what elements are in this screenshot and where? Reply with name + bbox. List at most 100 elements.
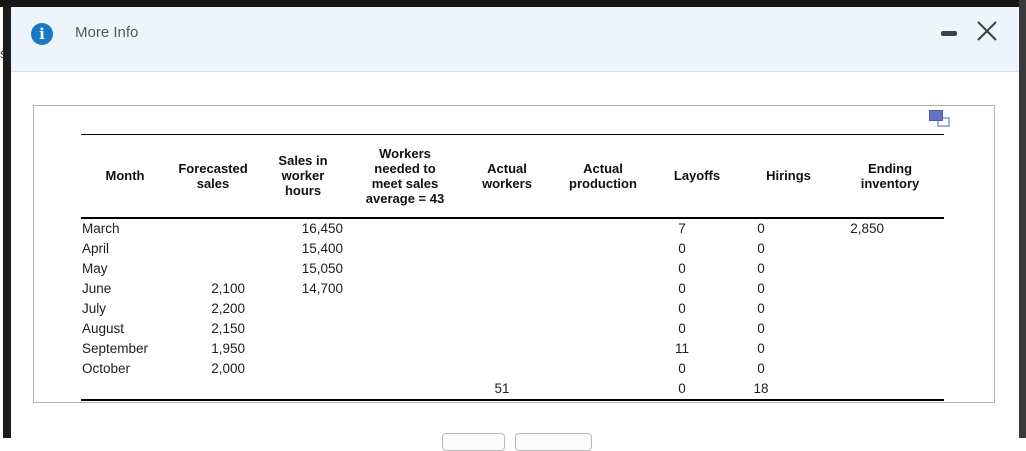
table-cell: 0 <box>757 260 765 276</box>
table-cell: 2,850 <box>850 220 884 236</box>
table-cell: 18 <box>753 380 769 396</box>
table-cell <box>836 359 944 379</box>
production-table-wrapper: Month Forecasted sales Sales in worker hou… <box>81 134 944 401</box>
info-icon: i <box>31 23 53 45</box>
table-cell: July <box>82 300 107 316</box>
table-row: September 1,950 11 0 <box>81 339 944 359</box>
table-cell <box>553 218 653 239</box>
column-header: Workers needed to meet sales average = 4… <box>349 134 461 219</box>
table-cell: June <box>82 280 112 296</box>
column-header: Actual workers <box>461 134 553 219</box>
table-row: October 2,000 0 0 <box>81 359 944 379</box>
dialog-footer-button-right[interactable] <box>515 433 592 451</box>
dialog-titlebar: i More Info <box>11 7 1019 72</box>
table-cell: 0 <box>678 360 686 376</box>
table-cell <box>553 319 653 339</box>
table-cell: 0 <box>678 240 686 256</box>
table-cell <box>349 239 461 259</box>
table-cell <box>169 218 257 239</box>
copy-icon-back-window <box>937 117 950 127</box>
table-cell <box>257 359 349 379</box>
copy-to-clipboard-icon[interactable] <box>929 110 952 129</box>
table-cell <box>461 359 553 379</box>
table-cell: 7 <box>678 220 686 236</box>
dialog-border-right <box>1019 0 1026 438</box>
table-cell <box>553 359 653 379</box>
table-cell: 14,700 <box>301 280 343 296</box>
table-cell: 0 <box>678 300 686 316</box>
table-cell: 0 <box>757 340 765 356</box>
table-row: March 16,450 7 0 2,850 <box>81 218 944 239</box>
column-header: Sales in worker hours <box>257 134 349 219</box>
table-cell <box>349 259 461 279</box>
dialog-border-left <box>3 0 11 438</box>
table-cell: 2,100 <box>211 280 245 296</box>
table-row: May 15,050 0 0 <box>81 259 944 279</box>
table-cell <box>169 259 257 279</box>
table-cell: April <box>82 240 110 256</box>
table-cell <box>461 259 553 279</box>
column-header: Layoffs <box>653 134 741 219</box>
dialog-title: More Info <box>75 24 139 41</box>
column-header: Month <box>81 134 169 219</box>
close-icon[interactable] <box>975 19 999 43</box>
table-cell <box>257 319 349 339</box>
dialog-footer-button-left[interactable] <box>442 433 505 451</box>
table-row: 51 0 18 <box>81 379 944 400</box>
table-cell <box>461 279 553 299</box>
table-cell <box>836 319 944 339</box>
column-header: Forecasted sales <box>169 134 257 219</box>
table-cell: May <box>82 260 108 276</box>
table-cell <box>553 239 653 259</box>
table-cell <box>81 379 169 400</box>
table-cell <box>349 319 461 339</box>
table-cell: 0 <box>678 320 686 336</box>
table-header-row: Month Forecasted sales Sales in worker hou… <box>81 134 944 219</box>
table-cell <box>553 339 653 359</box>
table-cell <box>836 279 944 299</box>
table-cell: 0 <box>678 260 686 276</box>
table-cell <box>461 299 553 319</box>
table-cell <box>461 319 553 339</box>
table-cell: 0 <box>757 300 765 316</box>
table-cell <box>836 299 944 319</box>
column-header: Actual production <box>553 134 653 219</box>
table-cell: 2,200 <box>211 300 245 316</box>
table-cell <box>257 299 349 319</box>
table-cell: 2,150 <box>211 320 245 336</box>
table-cell <box>836 239 944 259</box>
table-cell: 11 <box>674 340 689 356</box>
table-row: June 2,100 14,700 0 0 <box>81 279 944 299</box>
table-row: July 2,200 0 0 <box>81 299 944 319</box>
minimize-icon[interactable] <box>941 31 957 36</box>
table-cell: 0 <box>757 320 765 336</box>
table-cell: 0 <box>757 280 765 296</box>
table-cell: 2,000 <box>211 360 245 376</box>
table-cell <box>349 359 461 379</box>
table-cell: 0 <box>757 220 765 236</box>
table-cell <box>349 218 461 239</box>
table-cell: 15,400 <box>301 240 343 256</box>
table-cell <box>349 339 461 359</box>
table-cell <box>836 259 944 279</box>
table-cell <box>553 279 653 299</box>
table-row: April 15,400 0 0 <box>81 239 944 259</box>
table-cell <box>169 239 257 259</box>
dialog-content-panel: Month Forecasted sales Sales in worker hou… <box>33 105 995 403</box>
column-header: Ending inventory <box>836 134 944 219</box>
table-cell: March <box>82 220 120 236</box>
table-row: August 2,150 0 0 <box>81 319 944 339</box>
table-cell: 0 <box>757 240 765 256</box>
table-cell: August <box>82 320 125 336</box>
table-cell <box>349 279 461 299</box>
table-cell <box>461 239 553 259</box>
production-table: Month Forecasted sales Sales in worker hou… <box>81 134 944 401</box>
table-cell: October <box>82 360 131 376</box>
table-cell <box>257 379 349 400</box>
table-cell <box>349 379 461 400</box>
table-cell: 0 <box>678 380 686 396</box>
dialog-border-top <box>0 0 1026 7</box>
table-cell <box>169 379 257 400</box>
table-cell: 16,450 <box>301 220 343 236</box>
table-cell <box>349 299 461 319</box>
